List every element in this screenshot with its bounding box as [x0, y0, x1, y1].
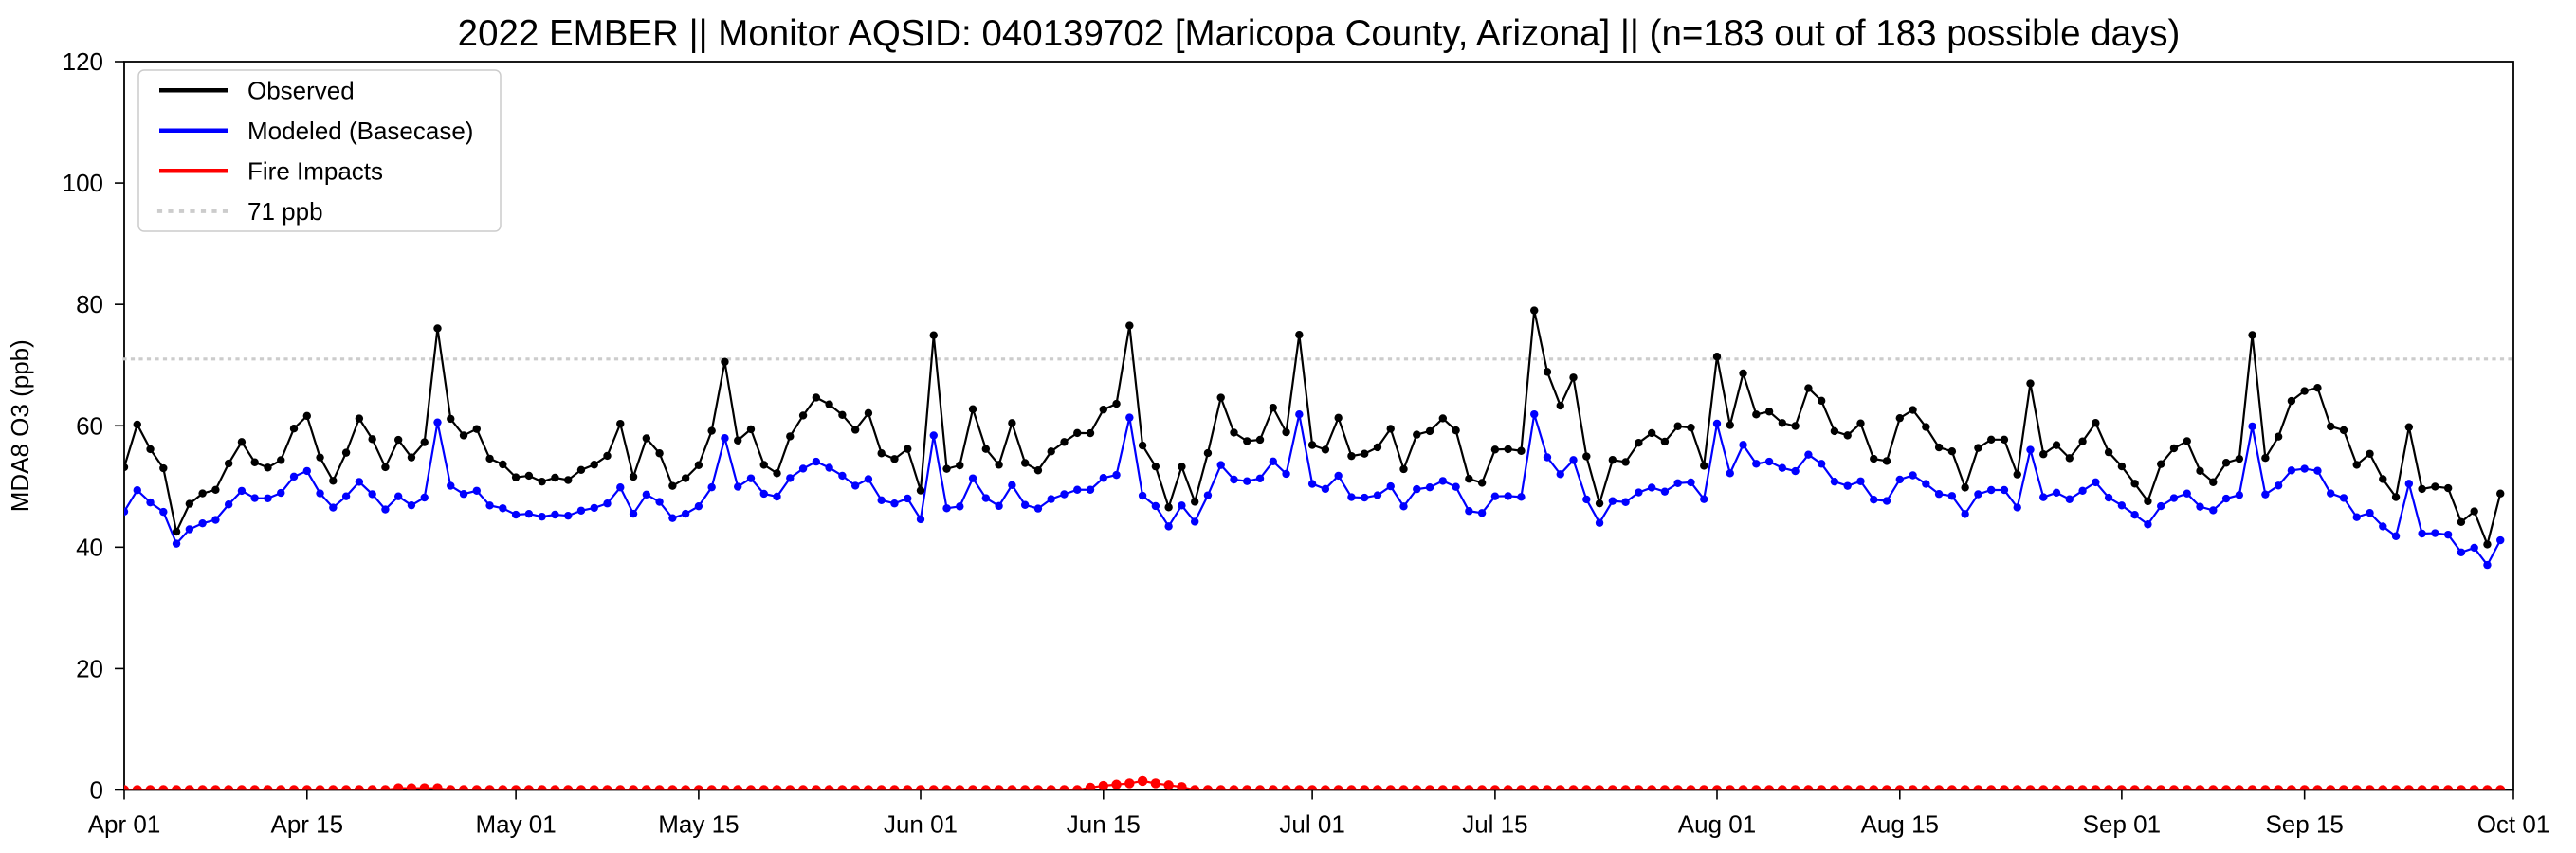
svg-text:Jun 01: Jun 01 [884, 810, 958, 839]
svg-text:Observed: Observed [247, 76, 355, 104]
svg-text:Apr 15: Apr 15 [270, 810, 343, 839]
svg-text:71 ppb: 71 ppb [247, 197, 323, 226]
svg-text:Jun 15: Jun 15 [1067, 810, 1141, 839]
svg-text:Modeled (Basecase): Modeled (Basecase) [247, 117, 473, 145]
svg-text:0: 0 [90, 776, 103, 805]
svg-text:Sep 15: Sep 15 [2265, 810, 2343, 839]
svg-text:Sep 01: Sep 01 [2083, 810, 2161, 839]
svg-text:40: 40 [76, 533, 103, 561]
svg-text:Aug 01: Aug 01 [1678, 810, 1756, 839]
svg-text:Oct 01: Oct 01 [2477, 810, 2550, 839]
svg-text:Apr 01: Apr 01 [88, 810, 161, 839]
svg-text:May 15: May 15 [658, 810, 739, 839]
svg-text:100: 100 [63, 169, 103, 197]
svg-text:20: 20 [76, 654, 103, 682]
svg-text:120: 120 [63, 47, 103, 76]
svg-text:60: 60 [76, 411, 103, 440]
svg-text:MDA8 O3 (ppb): MDA8 O3 (ppb) [6, 339, 34, 512]
svg-text:Aug 15: Aug 15 [1861, 810, 1939, 839]
svg-text:May 01: May 01 [475, 810, 556, 839]
svg-text:80: 80 [76, 290, 103, 318]
svg-text:Jul 01: Jul 01 [1279, 810, 1344, 839]
svg-text:Fire Impacts: Fire Impacts [247, 156, 383, 185]
svg-text:Jul 15: Jul 15 [1462, 810, 1527, 839]
